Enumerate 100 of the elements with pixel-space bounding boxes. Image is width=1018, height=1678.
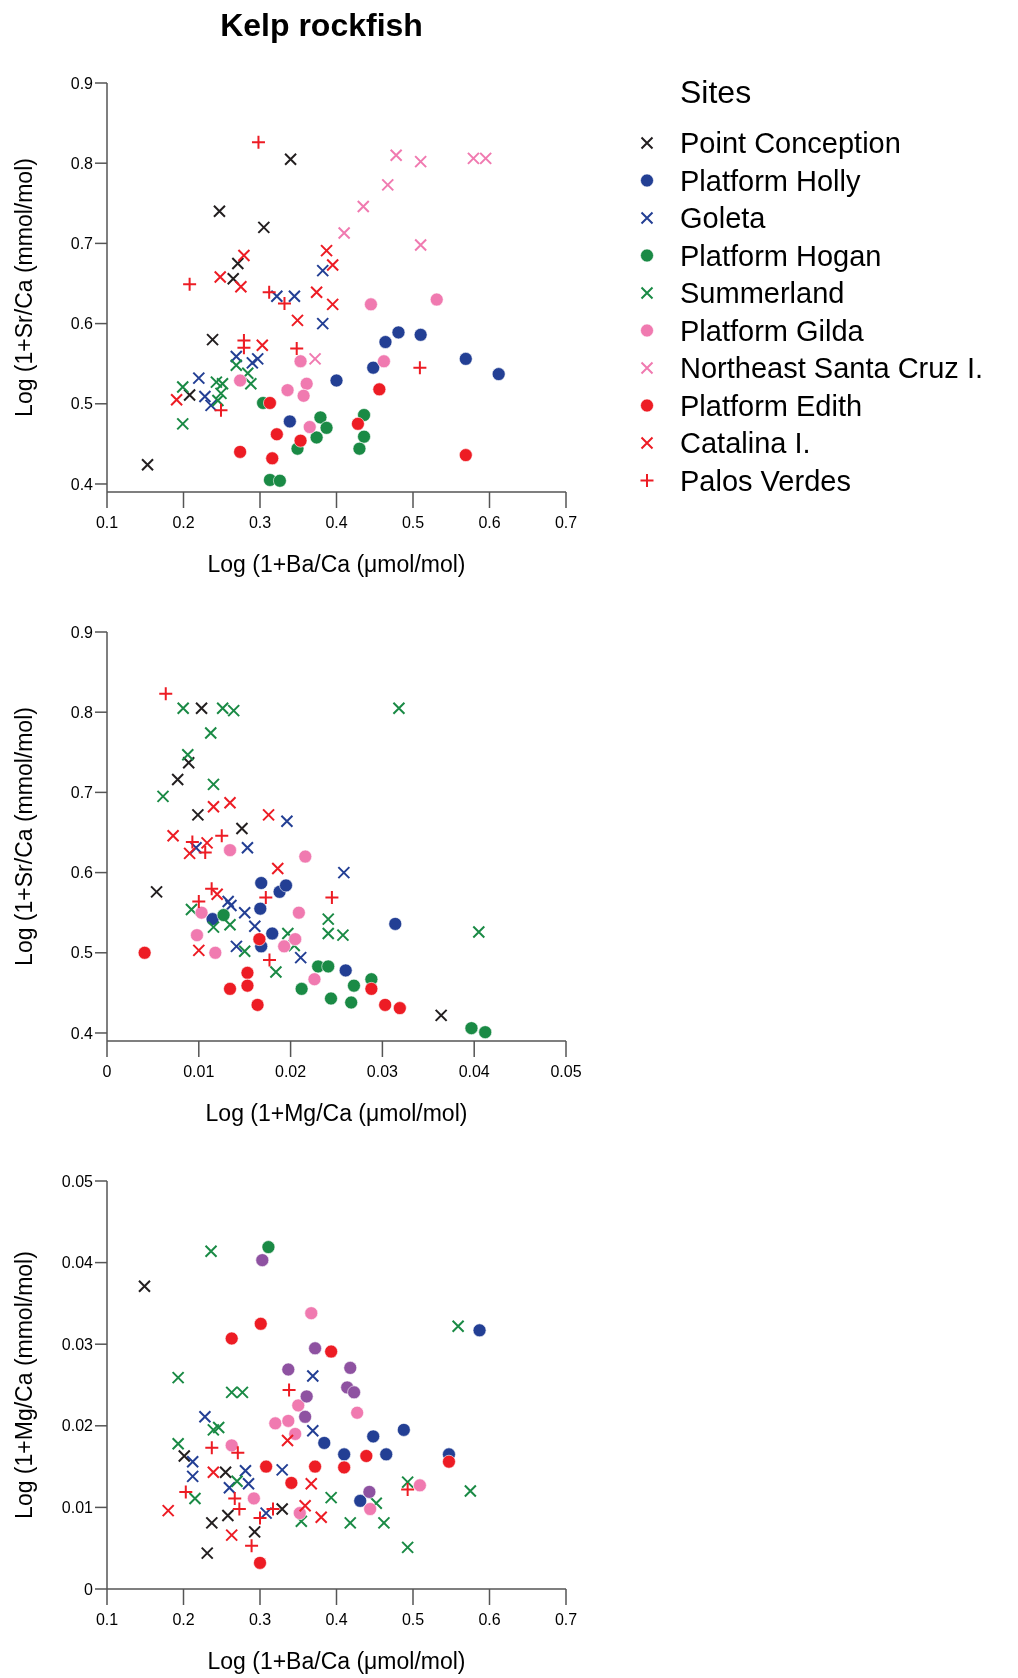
point bbox=[472, 925, 486, 939]
point bbox=[397, 1423, 411, 1437]
point bbox=[195, 701, 209, 715]
point bbox=[204, 1440, 220, 1456]
point bbox=[344, 995, 358, 1010]
point bbox=[279, 878, 293, 893]
point bbox=[283, 414, 297, 429]
point bbox=[204, 881, 220, 897]
point bbox=[414, 155, 428, 169]
point bbox=[429, 292, 444, 307]
point bbox=[257, 220, 271, 234]
point bbox=[191, 893, 207, 909]
point bbox=[366, 360, 381, 375]
point bbox=[206, 800, 220, 814]
point bbox=[364, 297, 378, 312]
point bbox=[231, 256, 245, 270]
point bbox=[337, 866, 351, 880]
point bbox=[363, 1502, 377, 1516]
point bbox=[244, 1538, 260, 1554]
point bbox=[211, 394, 225, 408]
point bbox=[389, 148, 403, 162]
point bbox=[223, 918, 237, 932]
point bbox=[265, 451, 280, 466]
point bbox=[177, 1449, 191, 1463]
point bbox=[324, 991, 338, 1006]
point bbox=[329, 373, 344, 388]
point bbox=[206, 1465, 220, 1479]
x-tick-label: 0.7 bbox=[554, 1611, 578, 1628]
point bbox=[229, 349, 243, 363]
point bbox=[198, 1410, 212, 1424]
point bbox=[181, 748, 195, 762]
point bbox=[258, 889, 274, 905]
y-tick-label: 0.01 bbox=[61, 1499, 94, 1516]
y-tick-label: 0.6 bbox=[70, 864, 94, 882]
y-tick-label: 0.6 bbox=[70, 315, 94, 333]
point bbox=[230, 1474, 244, 1488]
point bbox=[245, 356, 259, 370]
point bbox=[362, 1485, 377, 1499]
legend-label: Platform Holly bbox=[680, 164, 861, 197]
point bbox=[268, 1416, 283, 1431]
point bbox=[255, 1253, 270, 1267]
x-tick-label: 0 bbox=[102, 1063, 112, 1080]
point bbox=[306, 1424, 320, 1438]
y-axis-title: Log (1+Mg/Ca (mmol/mol) bbox=[11, 1251, 37, 1519]
point bbox=[270, 289, 284, 303]
point bbox=[209, 375, 223, 389]
point bbox=[197, 845, 213, 861]
y-axis-title: Log (1+Sr/Ca (mmol/mol) bbox=[11, 707, 37, 966]
y-tick-label: 0.03 bbox=[61, 1335, 94, 1353]
x-tick-label: 0.04 bbox=[458, 1063, 490, 1080]
point bbox=[221, 1509, 235, 1523]
point bbox=[388, 917, 403, 931]
y-tick-label: 0.4 bbox=[70, 475, 94, 493]
point bbox=[337, 1447, 351, 1462]
point bbox=[229, 939, 243, 953]
point bbox=[261, 952, 277, 968]
y-axis-title: Log (1+Sr/Ca (mmol/mol) bbox=[11, 158, 37, 417]
point bbox=[280, 383, 295, 397]
x-tick-label: 0.4 bbox=[325, 514, 348, 531]
point bbox=[287, 289, 301, 303]
legend-label: Platform Hogan bbox=[680, 239, 882, 272]
point bbox=[171, 773, 185, 787]
point bbox=[176, 417, 190, 431]
point bbox=[458, 448, 473, 462]
point bbox=[304, 1477, 318, 1491]
legend-label: Summerland bbox=[680, 277, 845, 310]
point bbox=[240, 966, 255, 980]
y-tick-label: 0.5 bbox=[70, 944, 94, 962]
y-tick-label: 0.7 bbox=[70, 783, 94, 801]
point bbox=[343, 1361, 358, 1375]
point bbox=[284, 152, 298, 166]
point bbox=[223, 982, 237, 996]
point bbox=[281, 1433, 295, 1447]
legend-label: Catalina I. bbox=[680, 427, 811, 460]
point bbox=[227, 1490, 243, 1506]
point bbox=[192, 943, 206, 957]
point bbox=[182, 276, 198, 292]
point bbox=[254, 876, 269, 890]
y-tick-label: 0.9 bbox=[70, 74, 94, 92]
point bbox=[292, 1506, 307, 1520]
point bbox=[270, 427, 284, 442]
point bbox=[298, 1499, 312, 1513]
point bbox=[291, 1398, 306, 1413]
point bbox=[204, 726, 218, 740]
point bbox=[392, 701, 406, 715]
x-tick-label: 0.3 bbox=[248, 514, 272, 531]
chart-title: Kelp rockfish bbox=[220, 7, 423, 43]
point bbox=[223, 843, 237, 857]
x-axis-title: Log (1+Mg/Ca (μmol/mol) bbox=[205, 1100, 468, 1126]
point bbox=[237, 248, 251, 262]
point bbox=[299, 1389, 314, 1404]
point bbox=[357, 429, 371, 444]
point bbox=[381, 178, 395, 192]
point bbox=[170, 393, 184, 407]
point bbox=[275, 1502, 289, 1516]
point bbox=[150, 885, 164, 899]
point bbox=[298, 849, 313, 864]
x-tick-label: 0.1 bbox=[95, 1611, 119, 1628]
y-tick-label: 0.05 bbox=[61, 1172, 94, 1190]
point bbox=[288, 1427, 302, 1441]
